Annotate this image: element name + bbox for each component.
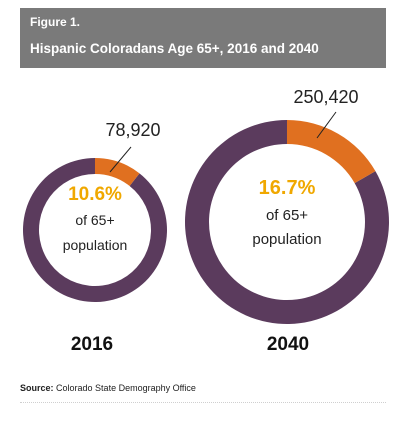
donut-2016-hispanic-slice [95, 158, 140, 186]
donut-2040-line2-label: population [252, 231, 321, 248]
source-note: Source: Colorado State Demography Office [20, 383, 196, 393]
donut-2016-year-label: 2016 [71, 334, 113, 355]
source-label: Source: [20, 383, 54, 393]
donut-2016-rest-slice [22, 158, 167, 303]
donut-2016-count-label: 78,920 [105, 120, 160, 140]
donut-2016-percent-label: 10.6% [68, 184, 122, 205]
figure-title: Hispanic Coloradans Age 65+, 2016 and 20… [30, 41, 319, 56]
bottom-divider [20, 402, 386, 403]
donut-2040-hispanic-slice [287, 120, 376, 184]
figure-label: Figure 1. [30, 15, 81, 29]
donut-2016-line2-label: population [63, 237, 128, 253]
donut-2040-line1-label: of 65+ [266, 207, 308, 224]
donut-2040-percent-label: 16.7% [259, 177, 316, 199]
donut-2016-line1-label: of 65+ [75, 212, 114, 228]
figure-header: Figure 1. Hispanic Coloradans Age 65+, 2… [20, 8, 386, 68]
source-text: Colorado State Demography Office [56, 383, 196, 393]
donut-2040-count-label: 250,420 [293, 87, 358, 107]
donut-2040-leader-line [316, 111, 337, 139]
donut-2016-leader-line [109, 146, 132, 173]
donut-2040-year-label: 2040 [267, 334, 309, 355]
